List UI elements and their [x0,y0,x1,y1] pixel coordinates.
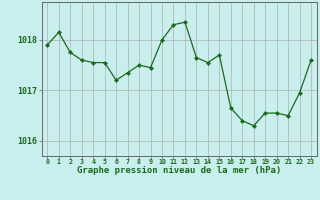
X-axis label: Graphe pression niveau de la mer (hPa): Graphe pression niveau de la mer (hPa) [77,166,281,175]
